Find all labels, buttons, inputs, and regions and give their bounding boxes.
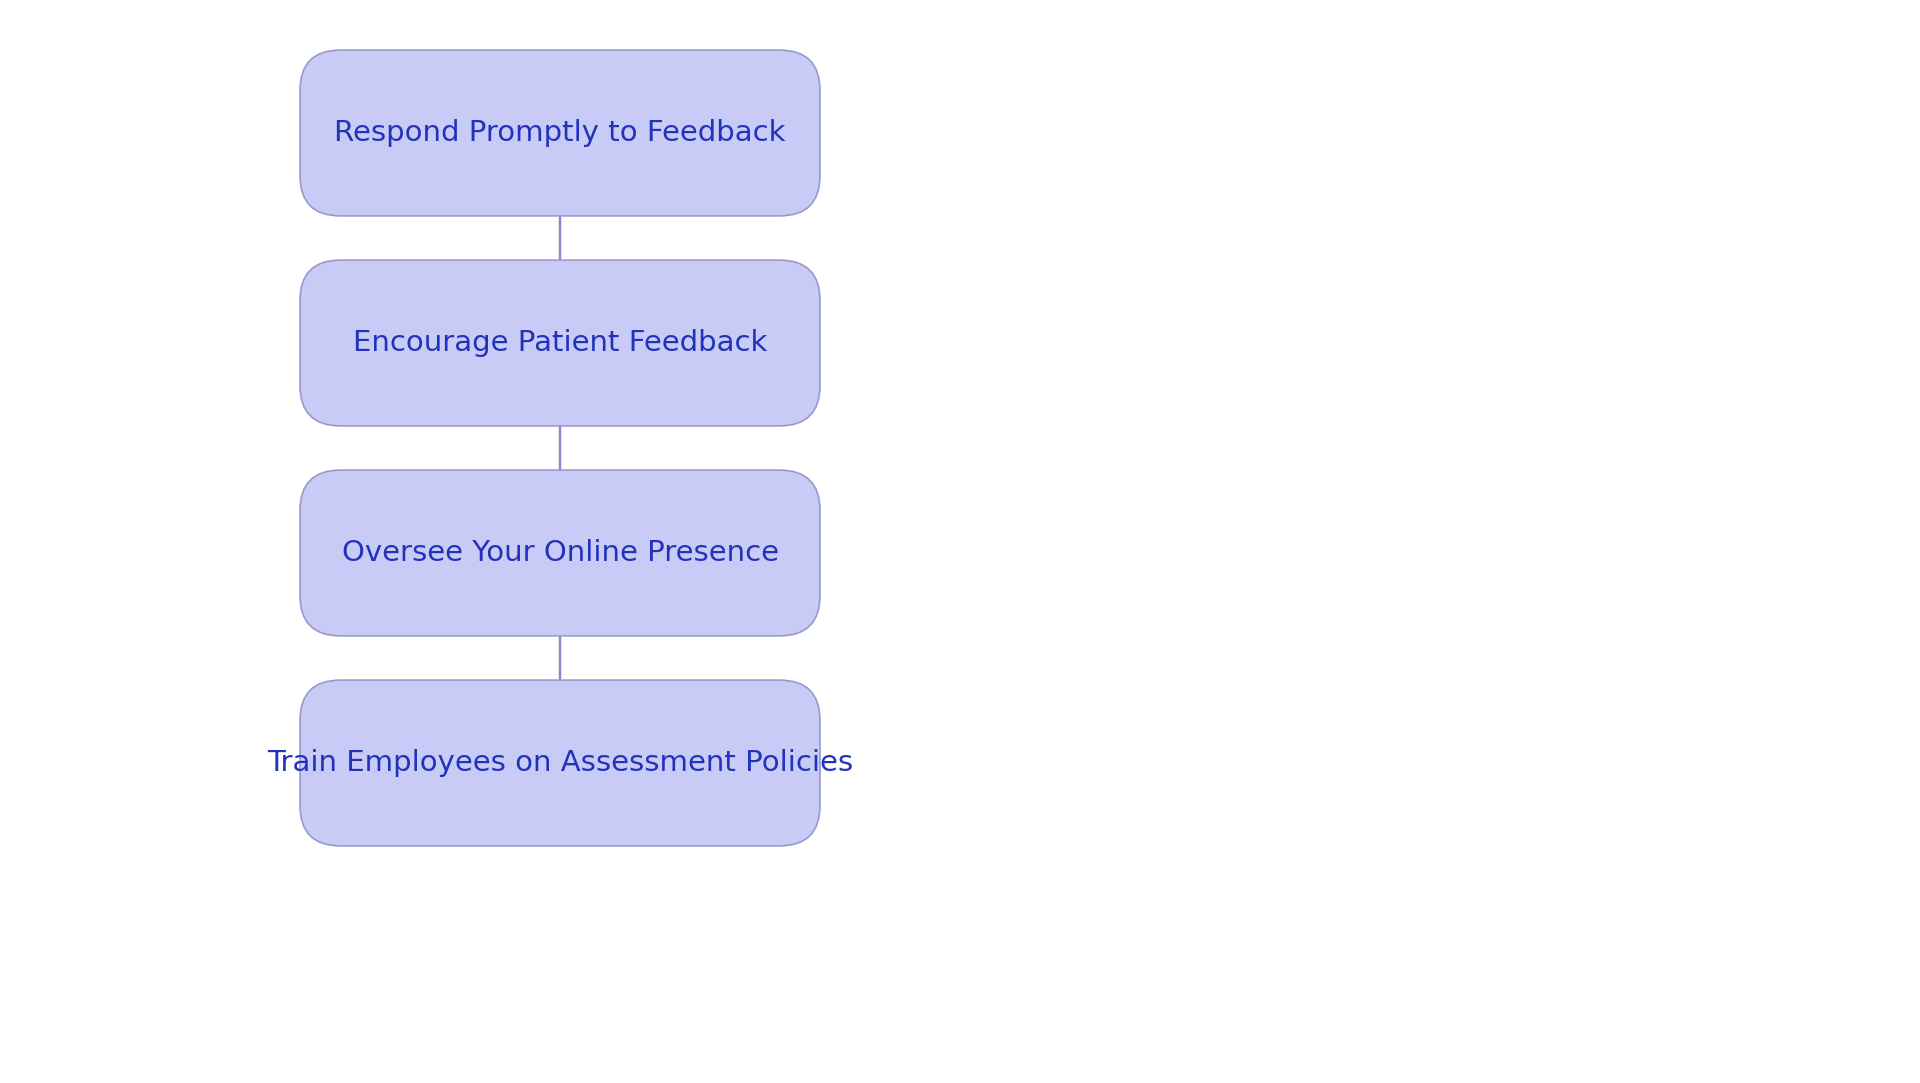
FancyBboxPatch shape — [300, 260, 820, 426]
FancyBboxPatch shape — [300, 470, 820, 636]
Text: Train Employees on Assessment Policies: Train Employees on Assessment Policies — [267, 749, 852, 777]
Text: Oversee Your Online Presence: Oversee Your Online Presence — [342, 539, 778, 567]
Text: Encourage Patient Feedback: Encourage Patient Feedback — [353, 329, 768, 357]
FancyBboxPatch shape — [300, 50, 820, 216]
Text: Respond Promptly to Feedback: Respond Promptly to Feedback — [334, 119, 785, 147]
FancyBboxPatch shape — [300, 680, 820, 846]
